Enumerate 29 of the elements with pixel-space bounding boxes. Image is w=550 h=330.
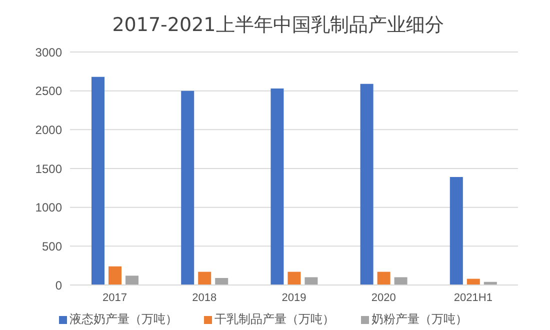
- y-tick-label: 1500: [35, 162, 62, 176]
- bar: [198, 272, 212, 285]
- x-tick-label: 2021H1: [454, 292, 492, 304]
- y-tick-label: 3000: [35, 45, 62, 60]
- y-tick-label: 2000: [35, 122, 62, 137]
- bar: [92, 76, 105, 285]
- bar: [450, 177, 463, 285]
- bar: [360, 84, 374, 285]
- y-tick-label: 500: [42, 239, 62, 254]
- legend-label: 奶粉产量（万吨）: [372, 311, 468, 328]
- chart-title: 2017-2021上半年中国乳制品产业细分: [111, 13, 445, 38]
- bar: [394, 277, 408, 285]
- bar: [215, 278, 228, 285]
- bar: [377, 272, 390, 285]
- x-tick-label: 2019: [282, 292, 306, 304]
- legend-label: 干乳制品产量（万吨）: [214, 311, 334, 328]
- legend-label: 液态奶产量（万吨）: [70, 311, 178, 328]
- bar: [288, 272, 301, 285]
- bar: [108, 266, 122, 285]
- bar: [270, 88, 284, 285]
- y-tick-label: 0: [55, 278, 62, 292]
- bar: [126, 276, 139, 285]
- x-tick-label: 2020: [371, 292, 396, 304]
- bar: [181, 90, 194, 285]
- y-tick-label: 1000: [35, 200, 62, 215]
- x-tick-label: 2018: [192, 292, 217, 304]
- bar: [304, 277, 318, 285]
- y-tick-label: 2500: [35, 84, 62, 98]
- x-tick-label: 2017: [102, 292, 128, 304]
